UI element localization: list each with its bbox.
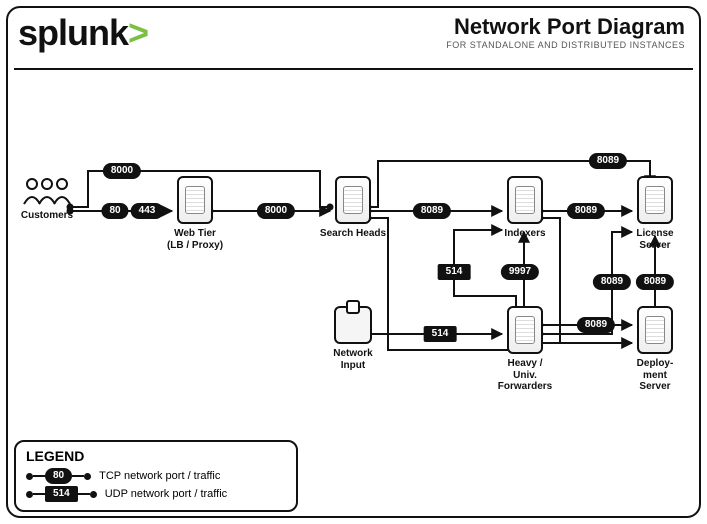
- legend-tcp-port: 80: [45, 468, 72, 484]
- legend-row-udp: 514 UDP network port / traffic: [26, 486, 286, 502]
- port-label: 8089: [636, 274, 674, 290]
- port-label: 8089: [577, 317, 615, 333]
- node-forwarders: Heavy /Univ.Forwarders: [490, 306, 560, 393]
- node-label: Heavy /Univ.Forwarders: [490, 358, 560, 393]
- node-label: LicenseServer: [620, 228, 690, 251]
- port-label: 8089: [593, 274, 631, 290]
- network-icon: [334, 306, 372, 344]
- header-rule: [14, 68, 693, 70]
- node-indexers: Indexers: [490, 176, 560, 240]
- node-netinput: NetworkInput: [318, 306, 388, 371]
- port-label: 9997: [501, 264, 539, 280]
- legend-udp-sample: 514: [26, 486, 97, 502]
- legend: LEGEND 80 TCP network port / traffic 514…: [14, 440, 298, 512]
- port-label: 8089: [589, 153, 627, 169]
- node-label: NetworkInput: [318, 348, 388, 371]
- legend-title: LEGEND: [26, 448, 286, 464]
- node-label: Search Heads: [318, 228, 388, 240]
- server-icon: [507, 306, 543, 354]
- node-label: Deploy-mentServer: [620, 358, 690, 393]
- header: Network Port Diagram FOR STANDALONE AND …: [446, 14, 685, 50]
- people-icon: [20, 176, 74, 206]
- server-icon: [637, 176, 673, 224]
- node-label: Indexers: [490, 228, 560, 240]
- legend-udp-label: UDP network port / traffic: [105, 488, 227, 500]
- logo: splunk>: [18, 12, 148, 54]
- node-license: LicenseServer: [620, 176, 690, 251]
- legend-tcp-label: TCP network port / traffic: [99, 470, 220, 482]
- page-subtitle: FOR STANDALONE AND DISTRIBUTED INSTANCES: [446, 40, 685, 50]
- port-label: 80: [101, 203, 128, 219]
- node-label: Web Tier(LB / Proxy): [160, 228, 230, 251]
- node-webtier: Web Tier(LB / Proxy): [160, 176, 230, 251]
- node-searchheads: Search Heads: [318, 176, 388, 240]
- node-label: Customers: [12, 210, 82, 222]
- port-label: 514: [438, 264, 471, 280]
- diagram-frame: splunk> Network Port Diagram FOR STANDAL…: [0, 0, 707, 524]
- port-label: 443: [131, 203, 164, 219]
- server-icon: [507, 176, 543, 224]
- port-label: 8089: [413, 203, 451, 219]
- node-deployment: Deploy-mentServer: [620, 306, 690, 393]
- server-icon: [637, 306, 673, 354]
- legend-row-tcp: 80 TCP network port / traffic: [26, 468, 286, 484]
- port-label: 8000: [257, 203, 295, 219]
- legend-udp-port: 514: [45, 486, 78, 502]
- logo-text: splunk: [18, 12, 128, 53]
- server-icon: [177, 176, 213, 224]
- logo-chevron: >: [128, 12, 148, 53]
- legend-tcp-sample: 80: [26, 468, 91, 484]
- server-icon: [335, 176, 371, 224]
- page-title: Network Port Diagram: [446, 14, 685, 40]
- port-label: 8089: [567, 203, 605, 219]
- port-label: 514: [424, 326, 457, 342]
- port-label: 8000: [103, 163, 141, 179]
- node-customers: Customers: [12, 176, 82, 222]
